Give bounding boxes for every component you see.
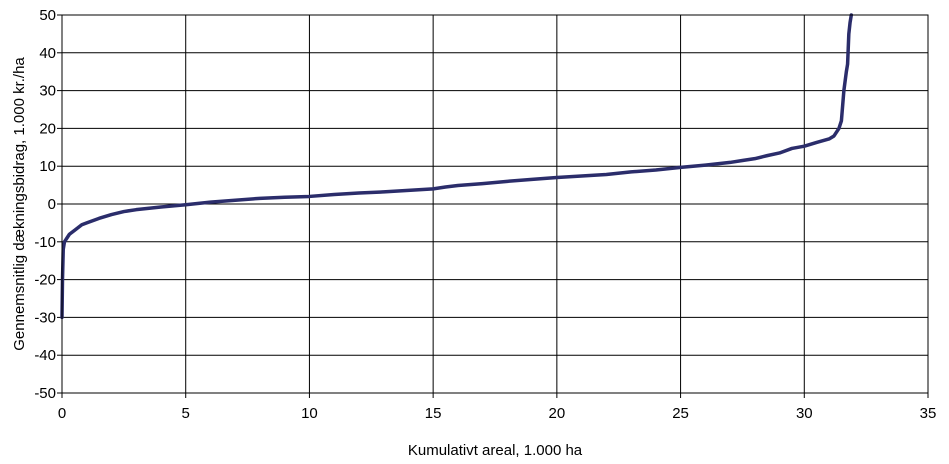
x-tick-label: 35 xyxy=(920,405,937,422)
y-tick-label: -10 xyxy=(34,234,56,251)
y-tick-label: 0 xyxy=(48,196,56,213)
x-tick-label: 0 xyxy=(58,405,66,422)
y-tick-label: 10 xyxy=(39,158,56,175)
series-layer xyxy=(60,13,854,320)
y-tick-label: 40 xyxy=(39,45,56,62)
y-tick-label: -50 xyxy=(34,385,56,402)
y-tick-label: 30 xyxy=(39,83,56,100)
y-axis-ticks: -50 -40 -30 -20 -10 0 10 20 30 40 50 xyxy=(34,7,62,402)
series-line xyxy=(60,13,854,320)
y-tick-label: 20 xyxy=(39,120,56,137)
x-axis-ticks: 0 5 10 15 20 25 30 35 xyxy=(58,393,937,422)
y-tick-label: -30 xyxy=(34,309,56,326)
y-axis-label: Gennemsnitlig dækningsbidrag, 1.000 kr./… xyxy=(11,57,28,351)
x-tick-label: 10 xyxy=(301,405,318,422)
x-tick-label: 5 xyxy=(182,405,190,422)
x-tick-label: 15 xyxy=(425,405,442,422)
plot-border xyxy=(61,14,929,394)
x-tick-label: 30 xyxy=(796,405,813,422)
x-axis-label: Kumulativt areal, 1.000 ha xyxy=(408,442,583,459)
x-tick-label: 25 xyxy=(672,405,689,422)
y-tick-label: -20 xyxy=(34,272,56,289)
x-tick-label: 20 xyxy=(549,405,566,422)
y-tick-label: 50 xyxy=(39,7,56,24)
y-tick-label: -40 xyxy=(34,347,56,364)
